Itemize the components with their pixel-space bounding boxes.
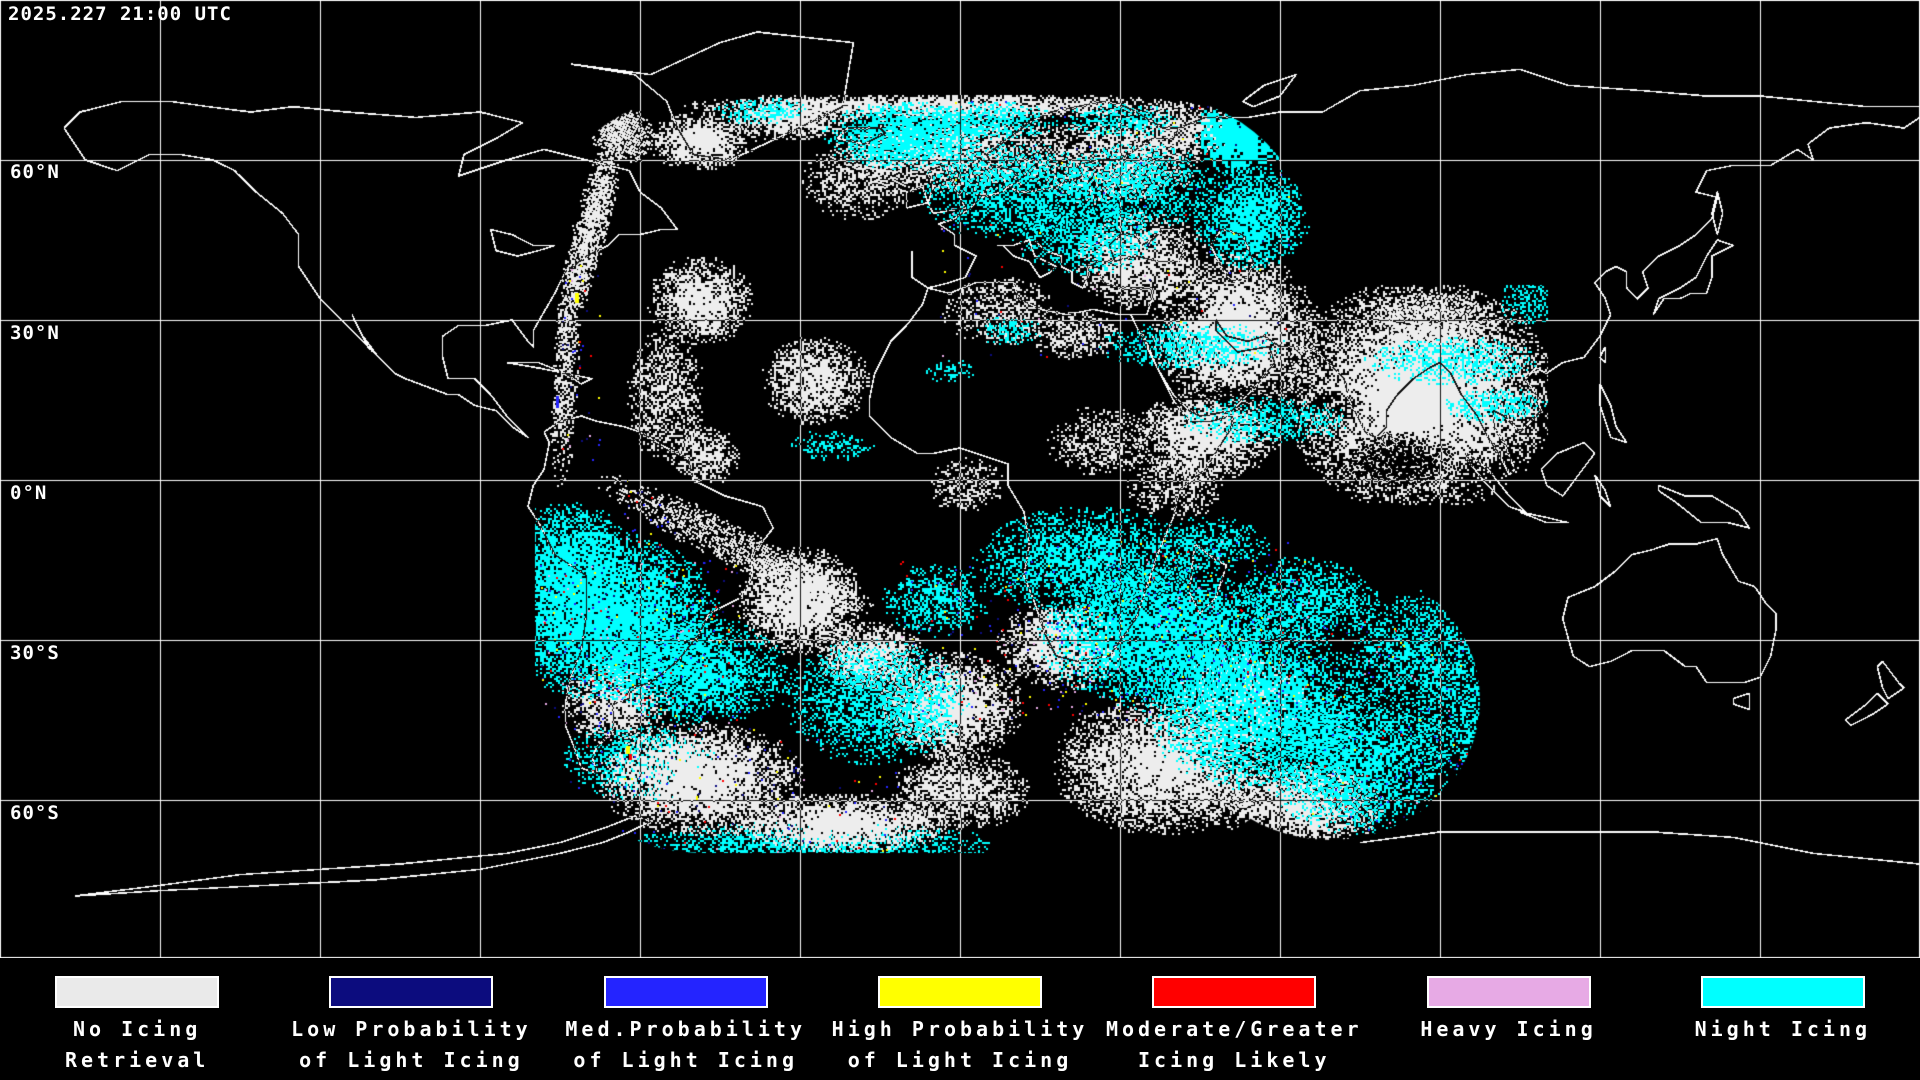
- legend-line: Retrieval: [64, 1048, 210, 1072]
- lat-label-0n: 0°N: [10, 482, 48, 504]
- legend-line: Moderate/Greater: [1105, 1017, 1363, 1041]
- legend-line: No Icing: [72, 1017, 202, 1041]
- icing-map-region: 2025.227 21:00 UTC 60°N 30°N 0°N 30°S 60…: [0, 0, 1920, 958]
- legend-label: Moderate/Greater Icing Likely: [1106, 1014, 1363, 1076]
- legend-label: Heavy Icing: [1420, 1014, 1596, 1045]
- lat-label-30n: 30°N: [10, 322, 60, 344]
- timestamp-label: 2025.227 21:00 UTC: [8, 3, 232, 25]
- legend-line: of Light Icing: [299, 1048, 524, 1072]
- lat-label-60n: 60°N: [10, 161, 60, 183]
- legend-label: No Icing Retrieval: [65, 1014, 209, 1076]
- heavy-icing-swatch: [1426, 976, 1591, 1008]
- world-icing-map-canvas: [0, 0, 1920, 958]
- legend-item-moderate-greater: Moderate/Greater Icing Likely: [1097, 958, 1371, 1080]
- legend-item-high-prob: High Probability of Light Icing: [823, 958, 1097, 1080]
- med-prob-swatch: [603, 976, 768, 1008]
- lat-label-60s: 60°S: [10, 802, 60, 824]
- legend-line: Night Icing: [1694, 1017, 1872, 1041]
- legend-line: Icing Likely: [1138, 1048, 1331, 1072]
- legend-item-night-icing: Night Icing: [1646, 958, 1920, 1080]
- legend-item-no-icing-retrieval: No Icing Retrieval: [0, 958, 274, 1080]
- legend-item-heavy-icing: Heavy Icing: [1371, 958, 1645, 1080]
- legend-line: of Light Icing: [847, 1048, 1073, 1072]
- legend-item-med-prob: Med.Probability of Light Icing: [549, 958, 823, 1080]
- low-prob-swatch: [329, 976, 494, 1008]
- night-icing-swatch: [1700, 976, 1865, 1008]
- legend-label: Low Probability of Light Icing: [291, 1014, 532, 1076]
- legend-item-low-prob: Low Probability of Light Icing: [274, 958, 548, 1080]
- legend-label: Night Icing: [1695, 1014, 1871, 1045]
- no-icing-swatch: [55, 976, 220, 1008]
- high-prob-swatch: [877, 976, 1042, 1008]
- legend-line: High Probability: [831, 1017, 1089, 1041]
- moderate-greater-swatch: [1152, 976, 1317, 1008]
- legend-label: High Probability of Light Icing: [832, 1014, 1089, 1076]
- legend-bar: No Icing Retrieval Low Probability of Ligh…: [0, 958, 1920, 1080]
- lat-label-30s: 30°S: [10, 642, 60, 664]
- legend-line: Med.Probability: [565, 1017, 807, 1041]
- legend-line: Heavy Icing: [1420, 1017, 1597, 1041]
- legend-line: Low Probability: [291, 1017, 532, 1041]
- legend-label: Med.Probability of Light Icing: [565, 1014, 806, 1076]
- legend-line: of Light Icing: [573, 1048, 798, 1072]
